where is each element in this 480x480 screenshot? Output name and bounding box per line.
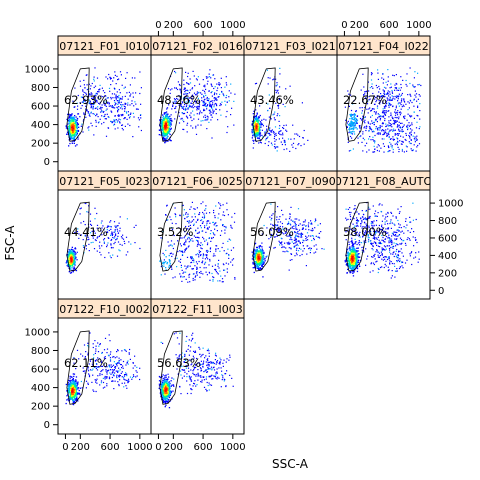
panel-strip-label: 07121_F04_I022 — [338, 40, 429, 53]
x-axis: 0 200 600 1000 — [341, 20, 432, 36]
x-tick-label: 200 — [350, 20, 369, 31]
gate-polygon — [252, 67, 276, 142]
y-tick-label: 400 — [438, 251, 457, 262]
panel: 07121_F08_AUTO 58.00% — [335, 170, 433, 300]
gate-polygon — [66, 201, 90, 272]
y-tick-label: 200 — [31, 139, 50, 150]
y-tick-label: 800 — [31, 83, 50, 94]
y-tick-label: 800 — [438, 216, 457, 227]
x-tick-label: 1000 — [127, 442, 152, 453]
x-tick-label: 0 — [155, 442, 161, 453]
event-points — [158, 69, 236, 144]
panel: 07121_F06_I025 3.52% — [150, 170, 245, 300]
panel-plot-area — [57, 54, 152, 172]
gate-polygon — [159, 330, 183, 405]
gate-percentage-label: 3.52% — [157, 225, 194, 239]
gate-percentage-label: 62.11% — [64, 356, 108, 370]
panel-strip-label: 07121_F05_I023 — [59, 175, 150, 188]
panel-strip-label: 07121_F01_I010 — [59, 40, 150, 53]
x-tick-label: 0 — [341, 20, 347, 31]
panel: 07122_F10_I002 62.11% — [57, 298, 152, 435]
gate-percentage-label: 56.09% — [250, 225, 294, 239]
x-tick-label: 1000 — [220, 442, 245, 453]
x-tick-label: 600 — [194, 442, 213, 453]
y-tick-label: 400 — [31, 120, 50, 131]
panel-strip-label: 07121_F02_I016 — [152, 40, 243, 53]
event-points — [344, 202, 420, 279]
panel-plot-area — [57, 189, 152, 300]
gate-percentage-label: 22.67% — [343, 93, 387, 107]
y-axis: 0 200 400 600 800 1000 — [25, 64, 58, 168]
panel: 07121_F05_I023 44.41% — [57, 170, 152, 300]
panel-strip-label: 07122_F10_I002 — [59, 303, 150, 316]
panel: 07121_F02_I016 48.26% — [150, 35, 245, 172]
y-tick-label: 600 — [31, 365, 50, 376]
panels-layer: 07121_F01_I010 62.93% 07121_F02_I016 48.26%… — [57, 35, 433, 435]
y-tick-label: 400 — [31, 383, 50, 394]
x-tick-label: 200 — [164, 442, 183, 453]
panel-plot-area — [243, 189, 338, 300]
y-tick-label: 600 — [31, 102, 50, 113]
y-axis-title: FSC-A — [3, 225, 17, 261]
x-tick-label: 0 — [62, 442, 68, 453]
gate-percentage-label: 56.63% — [157, 356, 201, 370]
x-tick-label: 1000 — [406, 20, 431, 31]
x-axis: 0 200 600 1000 — [155, 434, 246, 453]
x-tick-label: 0 — [155, 20, 161, 31]
panel: 07121_F03_I021 43.46% — [243, 35, 338, 172]
gate-polygon — [252, 201, 276, 272]
panel-plot-area — [243, 54, 338, 172]
gate-percentage-label: 43.46% — [250, 93, 294, 107]
panel-plot-area — [150, 54, 245, 172]
x-axis: 0 200 600 1000 — [155, 20, 246, 36]
y-tick-label: 200 — [438, 268, 457, 279]
x-tick-label: 600 — [194, 20, 213, 31]
y-tick-label: 600 — [438, 233, 457, 244]
gate-polygon — [345, 201, 369, 272]
y-axis: 0 200 400 600 800 1000 — [25, 327, 58, 431]
x-axis: 0 200 600 1000 — [62, 434, 153, 453]
gate-polygon — [66, 330, 90, 405]
y-tick-label: 800 — [31, 346, 50, 357]
event-points — [159, 201, 236, 283]
gate-polygon — [66, 67, 90, 142]
panel: 07121_F04_I022 22.67% — [336, 35, 431, 172]
gate-percentage-label: 62.93% — [64, 93, 108, 107]
gate-polygon — [159, 201, 183, 272]
panel-strip-label: 07121_F08_AUTO — [335, 175, 433, 188]
gate-polygon — [345, 67, 369, 142]
panel-strip-label: 07121_F07_I090 — [245, 175, 336, 188]
panel-plot-area — [336, 189, 431, 300]
event-points — [65, 67, 142, 147]
panel-strip-label: 07121_F06_I025 — [152, 175, 243, 188]
y-tick-label: 1000 — [25, 327, 50, 338]
y-tick-label: 0 — [438, 286, 444, 297]
panel: 07121_F01_I010 62.93% — [57, 35, 152, 172]
panel: 07122_F11_I003 56.63% — [150, 298, 245, 435]
panel-strip-label: 07122_F11_I003 — [152, 303, 243, 316]
x-tick-label: 600 — [101, 442, 120, 453]
gate-percentage-label: 44.41% — [64, 225, 108, 239]
x-tick-label: 200 — [164, 20, 183, 31]
y-tick-label: 0 — [44, 420, 50, 431]
x-axis-title: SSC-A — [272, 457, 309, 471]
gate-percentage-label: 58.00% — [343, 225, 387, 239]
panel-strip-label: 07121_F03_I021 — [245, 40, 336, 53]
y-tick-label: 1000 — [25, 64, 50, 75]
gate-polygon — [159, 67, 183, 142]
panel: 07121_F07_I090 56.09% — [243, 170, 338, 300]
y-tick-label: 200 — [31, 402, 50, 413]
x-tick-label: 600 — [380, 20, 399, 31]
x-tick-label: 200 — [71, 442, 90, 453]
y-axis: 0 200 400 600 800 1000 — [430, 199, 463, 297]
y-tick-label: 0 — [44, 157, 50, 168]
event-points — [344, 67, 422, 153]
x-tick-label: 1000 — [220, 20, 245, 31]
gate-percentage-label: 48.26% — [157, 93, 201, 107]
y-tick-label: 1000 — [438, 199, 463, 210]
